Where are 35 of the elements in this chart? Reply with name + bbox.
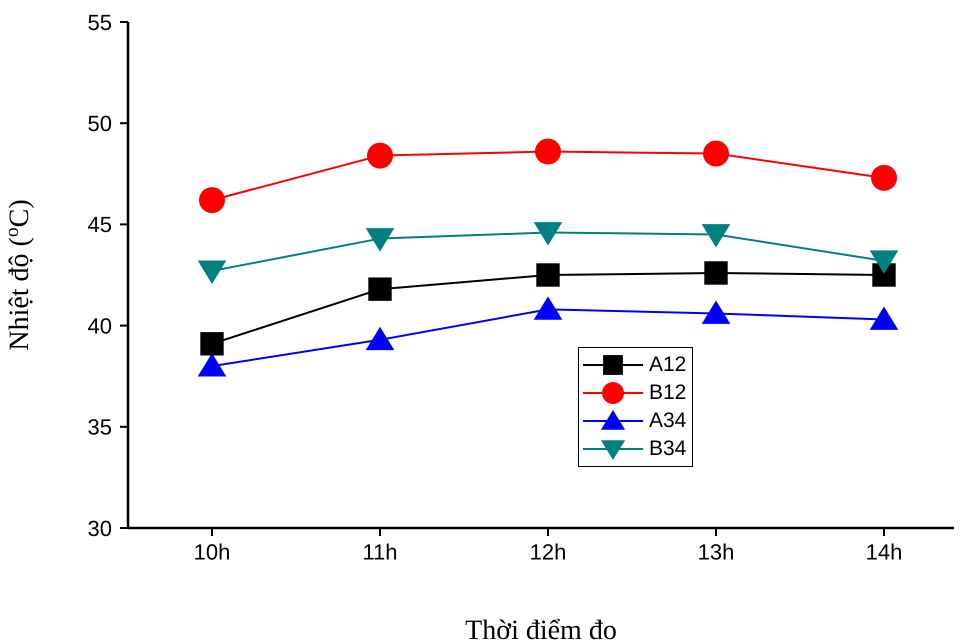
point xyxy=(368,277,392,301)
point xyxy=(366,228,394,252)
x-tick-label: 12h xyxy=(530,540,566,565)
point xyxy=(200,332,224,356)
y-tick-label: 35 xyxy=(88,414,112,440)
point xyxy=(870,306,898,330)
x-tick-label: 11h xyxy=(362,540,398,565)
point xyxy=(536,263,560,287)
point xyxy=(199,187,225,214)
point xyxy=(702,224,730,248)
point xyxy=(703,140,729,167)
x-tick-label: 10h xyxy=(194,540,230,565)
point xyxy=(871,164,897,191)
y-tick-label: 50 xyxy=(88,111,112,136)
legend-label: A12 xyxy=(649,353,686,377)
x-tick-label: 14h xyxy=(866,540,902,565)
point xyxy=(534,296,562,320)
point xyxy=(367,142,393,169)
point xyxy=(366,326,394,350)
point xyxy=(535,138,561,165)
legend-label: B12 xyxy=(649,381,686,405)
point xyxy=(870,250,898,274)
point xyxy=(534,222,562,246)
legend-label: A34 xyxy=(649,409,686,433)
point xyxy=(198,353,226,376)
legend-label: B34 xyxy=(649,437,686,461)
y-tick-label: 30 xyxy=(88,516,112,541)
point xyxy=(702,300,730,324)
point xyxy=(704,261,728,285)
y-tick-label: 40 xyxy=(88,313,112,338)
y-tick-label: 45 xyxy=(88,212,112,238)
x-axis-title: Thời điểm đo xyxy=(465,615,617,641)
y-tick-label: 55 xyxy=(88,10,112,35)
x-tick-label: 13h xyxy=(698,540,734,565)
point xyxy=(198,260,226,284)
